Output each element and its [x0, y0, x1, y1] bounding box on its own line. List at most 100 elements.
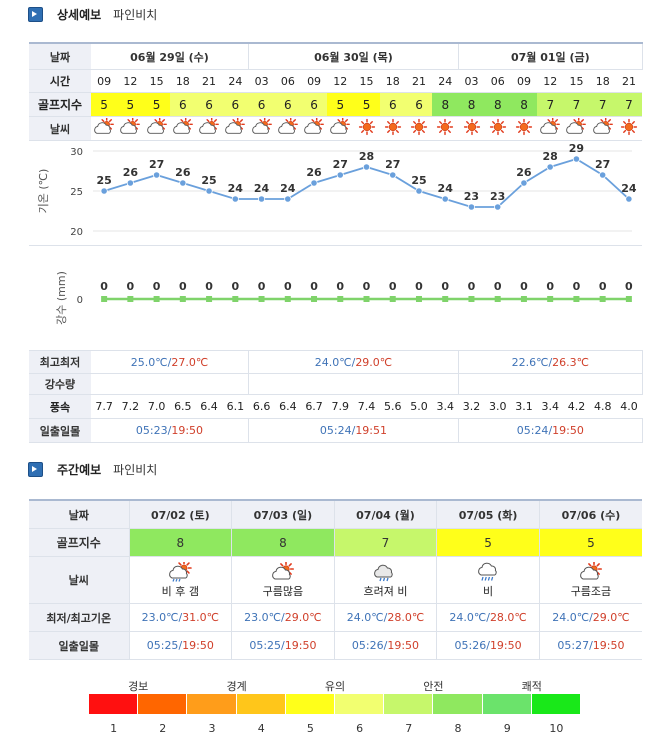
legend-level-label: 경보 [128, 680, 149, 693]
temperature-label: 25 [411, 174, 426, 187]
separator: / [281, 639, 285, 652]
row-label: 날짜 [29, 43, 91, 70]
rain-point [520, 296, 527, 302]
weekly-minmax-cell: 24.0℃/28.0℃ [334, 603, 438, 632]
sunset-time: 19:50 [592, 639, 625, 652]
sunset-time: 19:50 [182, 639, 214, 652]
weekly-minmax-cell: 23.0℃/29.0℃ [231, 603, 335, 632]
temperature-point [310, 179, 318, 187]
row-label: 날짜 [29, 500, 130, 529]
sunset-time: 19:50 [387, 639, 420, 652]
golf-index-cell: 6 [274, 92, 301, 117]
cloud-sun-icon [566, 117, 587, 134]
rain-label: 0 [599, 280, 607, 293]
min-temp: 24.0℃ [314, 355, 352, 369]
separator: / [589, 639, 593, 652]
min-temp: 24.0℃ [449, 611, 487, 624]
max-temp: 29.0℃ [355, 355, 393, 369]
time-cell: 03 [458, 69, 485, 93]
min-temp: 24.0℃ [552, 611, 590, 624]
minmax-cell: 22.6℃/26.3℃ [458, 350, 643, 374]
sunrise-cell: 05:23/19:50 [91, 418, 249, 443]
sunset-time: 19:50 [171, 424, 204, 437]
sunset-time: 19:50 [489, 639, 522, 652]
min-temp: 22.6℃ [511, 355, 549, 369]
weekly-golf-cell: 5 [436, 528, 540, 557]
golf-index-cell: 6 [169, 92, 196, 117]
legend-level-label: 경계 [226, 680, 247, 693]
rain-point [311, 296, 318, 302]
rain-label: 0 [179, 280, 187, 293]
time-cell: 15 [353, 69, 380, 93]
weather-cell [589, 116, 616, 141]
legend-color-cell [384, 694, 434, 714]
weather-cell [143, 116, 170, 141]
row-label: 날씨 [29, 556, 130, 604]
temperature-label: 24 [621, 182, 637, 195]
cloud-sun-icon [199, 117, 219, 134]
rain-label: 0 [441, 280, 449, 293]
separator: / [351, 355, 356, 369]
legend-number: 3 [208, 722, 216, 735]
golf-index-row: 골프지수 5 5 5 6 6 6 6 6 6 5 5 6 6 8 8 8 8 7 7 7 7 [29, 92, 643, 117]
legend-color-cell [138, 694, 188, 714]
sunrise-time: 05:25 [249, 639, 282, 652]
weather-box: 비 [437, 562, 538, 599]
separator: / [281, 611, 285, 624]
weekly-golf-cell: 5 [539, 528, 642, 557]
rain-point [468, 296, 475, 302]
rain-point [153, 296, 160, 302]
golf-index-cell: 7 [615, 92, 643, 117]
rain-chart-cell: 강수 (mm) 0 0 0 0 0 0 0 0 0 0 0 0 0 0 0 0 0 0 0 0 0 0 [29, 245, 643, 351]
rain-point [573, 296, 580, 302]
separator: / [383, 639, 388, 652]
rain-label: 0 [363, 280, 371, 293]
time-cell: 24 [432, 69, 459, 93]
weather-description: 구름많음 [262, 584, 304, 598]
row-label: 시간 [29, 69, 91, 93]
wind-cell: 5.0 [405, 394, 433, 419]
golf-index-cell: 6 [405, 92, 433, 117]
row-label: 골프지수 [29, 92, 91, 117]
golf-index-cell: 7 [589, 92, 616, 117]
temperature-label: 26 [516, 166, 532, 179]
rain-label: 0 [205, 280, 213, 293]
rain-point [599, 296, 606, 302]
sunrise-cell: 05:24/19:51 [248, 418, 459, 443]
weekly-weather-cell: 구름조금 [539, 556, 642, 604]
cloud-sun-icon [540, 117, 561, 134]
rain-icon [478, 562, 497, 581]
weather-cell [222, 116, 249, 141]
golf-index-legend: 경보 경계 유의 안전 쾌적 1 2 3 4 5 6 7 8 9 10 [89, 674, 581, 738]
time-cell: 21 [615, 69, 643, 93]
rain-point [337, 296, 344, 302]
weather-cell [327, 116, 354, 141]
rain-label: 0 [336, 280, 344, 293]
temperature-point [599, 171, 607, 179]
weekly-date-cell: 07/04 (월) [334, 500, 438, 529]
weather-box: 흐려져 비 [335, 562, 436, 599]
temperature-label: 23 [464, 190, 479, 203]
rain-label: 0 [127, 280, 135, 293]
legend-number: 4 [257, 722, 265, 735]
sunrise-time: 05:26 [454, 639, 487, 652]
weather-cell [458, 116, 485, 141]
y-tick-label: 25 [70, 187, 83, 198]
temperature-point [126, 179, 134, 187]
temperature-label: 26 [306, 166, 322, 179]
rain-label: 0 [494, 280, 502, 293]
rain-chart: 강수 (mm) 0 0 0 0 0 0 0 0 0 0 0 0 0 0 0 0 0 0 0 0 0 0 [55, 271, 633, 325]
golf-index-cell: 6 [222, 92, 249, 117]
rain-point [442, 296, 449, 302]
time-cell: 12 [537, 69, 564, 93]
separator: / [548, 424, 553, 437]
golf-index-cell: 7 [537, 92, 564, 117]
sun-icon [489, 118, 506, 136]
separator: / [486, 611, 490, 624]
wind-cell: 6.1 [222, 394, 249, 419]
cloud-sun-icon [278, 117, 298, 134]
sun-icon [463, 118, 480, 136]
sunset-time: 19:50 [552, 424, 584, 437]
weekly-date-cell: 07/06 (수) [539, 500, 642, 529]
golf-index-cell: 7 [563, 92, 590, 117]
